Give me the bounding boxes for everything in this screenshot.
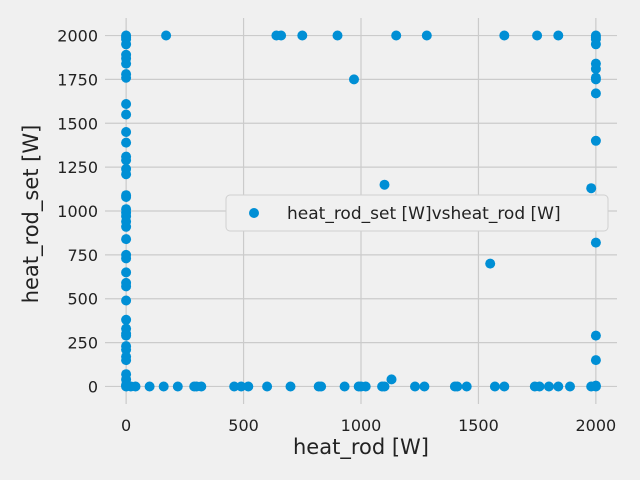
data-point [121,234,132,245]
data-point [349,74,359,85]
data-point [452,381,463,392]
data-point [339,381,350,392]
data-point [586,183,597,194]
data-point [121,295,132,306]
x-tick-label: 1000 [341,416,382,435]
data-point [379,381,390,392]
data-point [121,109,132,120]
data-point [590,381,601,392]
y-tick-label: 1000 [57,202,98,221]
data-point [229,381,240,392]
y-tick-label: 2000 [57,27,98,46]
data-point [121,221,132,232]
data-point [419,381,430,392]
x-tick-label: 1500 [458,416,499,435]
legend-marker [249,208,259,218]
data-point [144,381,155,392]
legend-box [225,194,609,232]
data-point [360,381,371,392]
data-point [590,63,601,74]
y-tick-label: 1500 [57,114,98,133]
data-point [158,381,169,392]
data-point [316,381,327,392]
data-point [590,39,601,50]
data-point [121,169,132,180]
data-point [410,381,420,392]
data-point [590,355,601,366]
data-point [121,355,132,366]
y-tick-label: 1750 [57,70,98,89]
data-point [532,30,543,41]
data-point [386,374,397,385]
data-point [391,30,402,41]
data-point [121,39,132,50]
data-points [121,30,601,392]
x-tick-label: 0 [121,416,131,435]
data-point [590,88,601,99]
data-point [243,381,254,392]
data-point [461,381,472,392]
data-point [121,127,132,137]
data-point [121,99,132,109]
data-point [121,58,132,69]
data-point [297,30,308,41]
data-point [196,381,207,392]
legend: heat_rod_set [W]vsheat_rod [W] [225,194,609,232]
data-point [534,381,545,392]
data-point [276,30,287,41]
data-point [553,381,564,392]
y-tick-label: 500 [67,290,98,309]
data-point [121,192,132,202]
y-tick-label: 750 [67,246,98,265]
data-point [121,344,132,355]
data-point [121,267,132,278]
tick-labels: 0 500 1000 1500 2000 0 250 500 750 1000 1250 1500 17… [57,27,616,435]
data-point [565,381,575,392]
x-axis-label: heat_rod [W] [293,435,429,460]
data-point [421,30,432,41]
data-point [590,135,601,146]
data-point [499,30,510,41]
data-point [121,137,132,148]
data-point [553,30,564,41]
data-point [130,381,141,392]
data-point [121,330,132,341]
data-point [121,253,132,264]
data-point [590,330,601,341]
data-point [285,381,296,392]
y-tick-label: 1250 [57,158,98,177]
data-point [485,258,496,269]
data-point [172,381,183,392]
data-point [543,381,554,392]
data-point [236,381,247,392]
data-point [499,381,510,392]
data-point [489,381,500,392]
y-axis-label: heat_rod_set [W] [19,125,44,304]
x-tick-label: 2000 [576,416,617,435]
data-point [121,281,132,292]
data-point [332,30,343,41]
x-tick-label: 500 [228,416,259,435]
data-point [379,179,390,190]
data-point [121,155,132,166]
legend-entry-label: heat_rod_set [W]vsheat_rod [W] [287,204,561,224]
data-point [161,30,172,41]
data-point [121,314,132,325]
y-tick-label: 0 [88,377,98,396]
data-point [590,237,601,248]
data-point [590,74,601,85]
y-tick-label: 250 [67,334,98,353]
data-point [121,72,132,83]
data-point [262,381,273,392]
